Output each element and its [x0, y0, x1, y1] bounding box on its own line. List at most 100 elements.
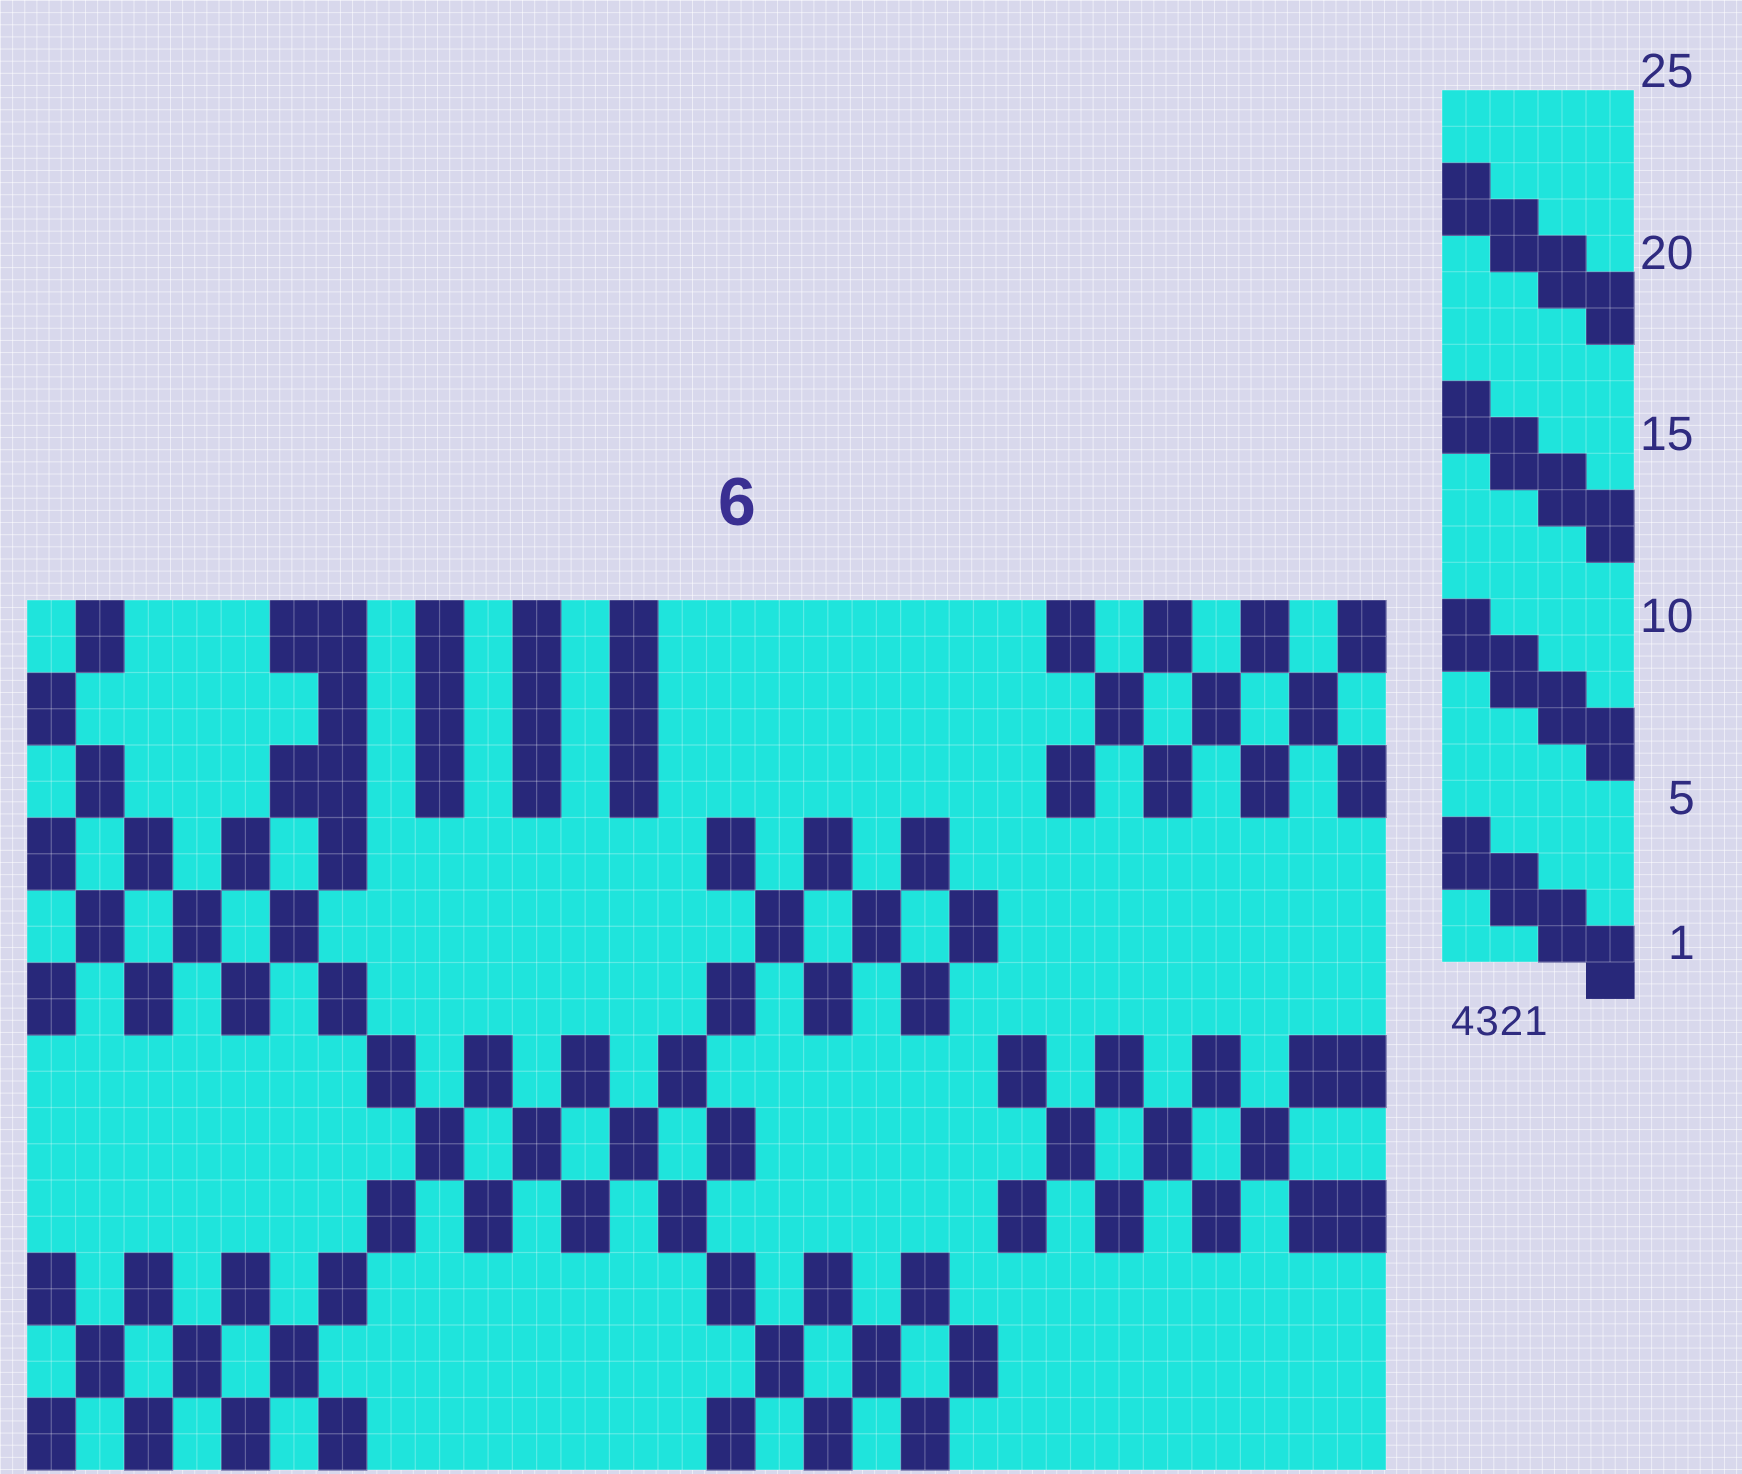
pattern-cell: [1046, 1143, 1096, 1181]
pattern-cell: [1143, 1107, 1193, 1145]
pattern-cell: [1094, 1180, 1144, 1217]
pattern-cell: [318, 708, 368, 746]
treadling-cell: [1538, 453, 1587, 527]
pattern-cell: [706, 853, 756, 891]
pattern-cell: [997, 1180, 1047, 1217]
pattern-grid: [26, 599, 1387, 1471]
pattern-cell: [755, 926, 805, 964]
treadling-cell: [1442, 816, 1491, 890]
pattern-cell: [706, 962, 756, 1000]
pattern-cell: [75, 745, 125, 782]
pattern-cell: [900, 1433, 950, 1471]
treadling-cell: [1442, 598, 1491, 672]
pattern-cell: [803, 1433, 853, 1471]
pattern-cell: [609, 1143, 659, 1181]
pattern-cell: [609, 600, 659, 637]
pattern-cell: [415, 636, 465, 674]
pattern-cell: [124, 962, 174, 1000]
pattern-cell: [269, 636, 319, 674]
pattern-cell: [609, 636, 659, 674]
pattern-cell: [1288, 1035, 1339, 1072]
pattern-cell: [124, 817, 174, 855]
pattern-cell: [221, 962, 271, 1000]
pattern-cell: [803, 817, 853, 855]
row-number-label: 20: [1640, 226, 1694, 280]
pattern-cell: [221, 998, 271, 1036]
pattern-cell: [949, 1361, 999, 1399]
pattern-cell: [1143, 781, 1193, 819]
pattern-cell: [1240, 1107, 1290, 1145]
row-number-label: 1: [1668, 916, 1695, 970]
pattern-cell: [75, 781, 125, 819]
pattern-cell: [1046, 600, 1096, 637]
pattern-cell: [27, 1288, 77, 1326]
pattern-cell: [803, 998, 853, 1036]
pattern-cell: [366, 1216, 416, 1254]
pattern-cell: [318, 1252, 368, 1290]
pattern-cell: [1240, 600, 1290, 637]
pattern-cell: [318, 817, 368, 855]
pattern-cell: [27, 962, 77, 1000]
pattern-cell: [366, 1035, 416, 1072]
pattern-cell: [609, 708, 659, 746]
pattern-cell: [27, 817, 77, 855]
pattern-cell: [852, 1325, 902, 1362]
pattern-cell: [803, 1288, 853, 1326]
pattern-cell: [1337, 1071, 1387, 1109]
pattern-cell: [1046, 636, 1096, 674]
pattern-cell: [706, 1107, 756, 1145]
pattern-cell: [949, 890, 999, 927]
pattern-cell: [1240, 781, 1290, 819]
pattern-cell: [1143, 745, 1193, 782]
pattern-cell: [852, 1361, 902, 1399]
pattern-cell: [706, 1288, 756, 1326]
pattern-cell: [415, 781, 465, 819]
pattern-cell: [1337, 1216, 1387, 1254]
pattern-cell: [512, 1107, 562, 1145]
pattern-cell: [269, 1361, 319, 1399]
pattern-cell: [269, 926, 319, 964]
pattern-cell: [463, 1071, 513, 1109]
pattern-cell: [949, 926, 999, 964]
pattern-cell: [755, 890, 805, 927]
pattern-cell: [1094, 1035, 1144, 1072]
pattern-cell: [1094, 672, 1144, 710]
row-number-label: 15: [1640, 408, 1694, 462]
pattern-cell: [512, 1143, 562, 1181]
pattern-cell: [172, 890, 222, 927]
pattern-cell: [1240, 745, 1290, 782]
pattern-cell: [852, 890, 902, 927]
pattern-cell: [1046, 781, 1096, 819]
pattern-cell: [1143, 600, 1193, 637]
pattern-cell: [27, 672, 77, 710]
pattern-cell: [269, 890, 319, 927]
pattern-cell: [1143, 1143, 1193, 1181]
pattern-cell: [75, 636, 125, 674]
pattern-cell: [706, 1143, 756, 1181]
pattern-cell: [560, 1180, 611, 1217]
pattern-cell: [609, 672, 659, 710]
pattern-cell: [75, 890, 125, 927]
pattern-cell: [609, 745, 659, 782]
pattern-cell: [1094, 1071, 1144, 1109]
pattern-cell: [1046, 1107, 1096, 1145]
pattern-cell: [221, 1288, 271, 1326]
treadling-cell: [1538, 889, 1587, 963]
pattern-cell: [900, 998, 950, 1036]
pattern-cell: [512, 600, 562, 637]
treadling-cell: [1490, 635, 1539, 709]
pattern-cell: [997, 1035, 1047, 1072]
treadling-cell: [1442, 162, 1491, 236]
pattern-cell: [124, 1252, 174, 1290]
pattern-cell: [318, 1288, 368, 1326]
pattern-cell: [318, 962, 368, 1000]
pattern-cell: [755, 1325, 805, 1362]
treadling-cell: [1442, 380, 1491, 454]
pattern-cell: [900, 1252, 950, 1290]
pattern-cell: [27, 1397, 77, 1435]
pattern-cell: [1046, 745, 1096, 782]
pattern-cell: [318, 853, 368, 891]
pattern-cell: [221, 1397, 271, 1435]
treadling-cell: [1586, 489, 1635, 563]
pattern-cell: [997, 1071, 1047, 1109]
